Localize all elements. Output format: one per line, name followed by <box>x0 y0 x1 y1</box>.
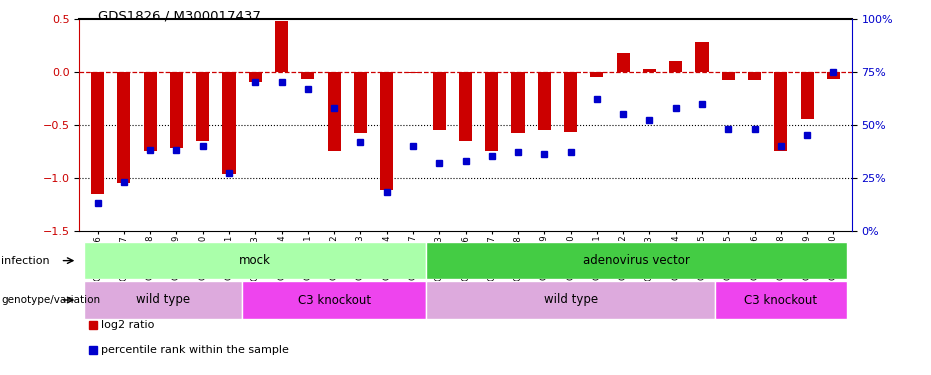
Bar <box>511 72 525 133</box>
Bar <box>775 72 788 151</box>
Bar <box>669 61 682 72</box>
Text: genotype/variation: genotype/variation <box>1 295 100 305</box>
Bar <box>117 72 130 183</box>
Text: GDS1826 / M300017437: GDS1826 / M300017437 <box>98 9 261 22</box>
Text: adenovirus vector: adenovirus vector <box>583 254 690 267</box>
Bar <box>459 72 472 141</box>
Text: log2 ratio: log2 ratio <box>101 320 155 330</box>
Bar <box>85 242 426 279</box>
Text: infection: infection <box>1 256 49 266</box>
Bar <box>590 72 603 77</box>
Text: mock: mock <box>239 254 271 267</box>
Bar <box>426 281 715 319</box>
Bar <box>715 281 846 319</box>
Bar <box>328 72 341 151</box>
Bar <box>249 72 262 82</box>
Bar <box>433 72 446 130</box>
Text: C3 knockout: C3 knockout <box>298 294 371 306</box>
Bar <box>169 72 183 148</box>
Text: wild type: wild type <box>136 294 190 306</box>
Bar <box>616 53 629 72</box>
Bar <box>695 42 708 72</box>
Text: C3 knockout: C3 knockout <box>745 294 817 306</box>
Bar <box>406 72 420 73</box>
Bar <box>223 72 236 174</box>
Bar <box>748 72 762 80</box>
Bar <box>242 281 426 319</box>
Bar <box>91 72 104 194</box>
Bar <box>801 72 814 119</box>
Bar <box>354 72 367 133</box>
Bar <box>380 72 393 190</box>
Bar <box>643 69 656 72</box>
Bar <box>485 72 498 151</box>
Bar <box>538 72 551 130</box>
Bar <box>196 72 209 141</box>
Bar <box>722 72 735 80</box>
Bar <box>143 72 156 151</box>
Bar <box>85 281 242 319</box>
Bar <box>275 21 288 72</box>
Text: wild type: wild type <box>544 294 598 306</box>
Bar <box>827 72 840 79</box>
Text: percentile rank within the sample: percentile rank within the sample <box>101 345 290 355</box>
Bar <box>302 72 315 79</box>
Bar <box>426 242 846 279</box>
Bar <box>564 72 577 132</box>
